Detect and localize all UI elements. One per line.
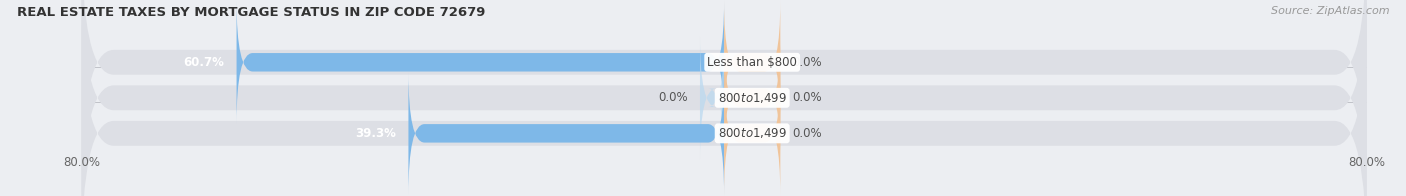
FancyBboxPatch shape [724, 0, 780, 124]
FancyBboxPatch shape [700, 36, 724, 160]
FancyBboxPatch shape [82, 4, 1367, 196]
Text: 0.0%: 0.0% [793, 127, 823, 140]
Text: 0.0%: 0.0% [793, 56, 823, 69]
FancyBboxPatch shape [724, 36, 780, 160]
Text: 39.3%: 39.3% [356, 127, 396, 140]
Text: REAL ESTATE TAXES BY MORTGAGE STATUS IN ZIP CODE 72679: REAL ESTATE TAXES BY MORTGAGE STATUS IN … [17, 6, 485, 19]
FancyBboxPatch shape [82, 0, 1367, 196]
Text: 0.0%: 0.0% [658, 91, 688, 104]
Text: 60.7%: 60.7% [184, 56, 225, 69]
FancyBboxPatch shape [408, 72, 724, 195]
FancyBboxPatch shape [82, 0, 1367, 192]
Text: 0.0%: 0.0% [793, 91, 823, 104]
Text: $800 to $1,499: $800 to $1,499 [717, 91, 787, 105]
Text: $800 to $1,499: $800 to $1,499 [717, 126, 787, 140]
Text: Less than $800: Less than $800 [707, 56, 797, 69]
FancyBboxPatch shape [724, 72, 780, 195]
FancyBboxPatch shape [236, 0, 724, 124]
Text: Source: ZipAtlas.com: Source: ZipAtlas.com [1271, 6, 1389, 16]
